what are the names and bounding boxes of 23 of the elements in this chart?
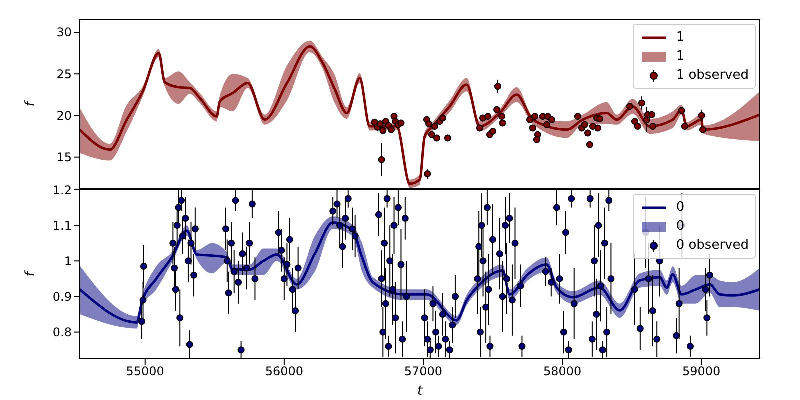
- legend-label: 0: [676, 219, 685, 234]
- x-tick-label: 55000: [126, 364, 164, 379]
- x-tick-label: 59000: [682, 364, 721, 379]
- y-tick-label: 20: [56, 109, 72, 123]
- x-tick-label: 58000: [543, 364, 582, 379]
- x-tick-label: 57000: [404, 364, 443, 379]
- y-tick-label: 1: [64, 254, 72, 268]
- y-tick-label: 0.8: [52, 326, 72, 340]
- y-axis-title: f: [24, 270, 39, 277]
- x-tick-label: 56000: [265, 364, 304, 379]
- text: 0: [676, 200, 685, 215]
- y-tick-label: 25: [56, 67, 72, 82]
- y-tick-label: 1.2: [52, 183, 72, 198]
- y-tick-label: 30: [56, 26, 72, 40]
- legend-label: 1 observed: [676, 68, 749, 83]
- y-axis-title: f: [24, 100, 39, 107]
- legend-label: 1: [676, 49, 685, 64]
- x-axis-title: t: [417, 384, 424, 399]
- legend-label: 0 observed: [676, 238, 749, 253]
- y-tick-label: 15: [56, 150, 72, 165]
- y-tick-label: 0.9: [52, 290, 72, 304]
- text: 1: [676, 30, 685, 45]
- y-tick-label: 1.1: [52, 218, 72, 233]
